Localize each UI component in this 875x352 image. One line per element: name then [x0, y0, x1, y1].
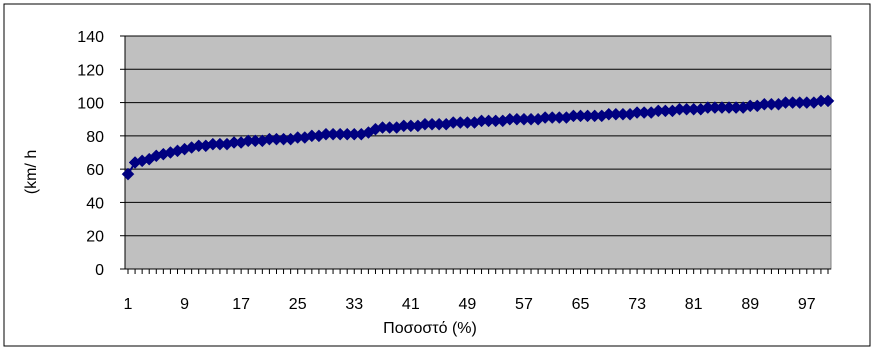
y-tick-labels: 0 20 40 60 80 100 120 140 — [77, 29, 104, 279]
x-tick-labels: 1 9 17 25 33 41 49 57 65 73 81 89 97 — [124, 296, 816, 313]
y-axis-title: (km/ h — [23, 150, 40, 194]
axes — [120, 35, 831, 274]
y-tick-label: 100 — [77, 96, 104, 113]
y-tick-label: 40 — [86, 195, 104, 212]
x-axis-title: Ποσοστό (%) — [383, 320, 477, 337]
x-tick-label: 97 — [798, 296, 816, 313]
x-tick-label: 65 — [572, 296, 590, 313]
x-tick-label: 57 — [515, 296, 533, 313]
x-tick-label: 33 — [345, 296, 363, 313]
y-tick-label: 80 — [86, 129, 104, 146]
data-series — [121, 94, 835, 181]
y-tick-label: 140 — [77, 29, 104, 46]
data-point — [121, 167, 135, 181]
y-tick-label: 20 — [86, 229, 104, 246]
y-tick-label: 120 — [77, 62, 104, 79]
x-tick-label: 89 — [741, 296, 759, 313]
x-tick-label: 1 — [124, 296, 133, 313]
gridlines — [125, 35, 831, 237]
x-tick-label: 17 — [232, 296, 250, 313]
x-tick-label: 81 — [685, 296, 703, 313]
plot-area — [124, 35, 832, 270]
y-tick-label: 0 — [95, 262, 104, 279]
x-tick-label: 73 — [628, 296, 646, 313]
x-tick-label: 49 — [458, 296, 476, 313]
x-tick-label: 41 — [402, 296, 420, 313]
data-point — [821, 94, 835, 108]
x-tick-label: 9 — [180, 296, 189, 313]
y-tick-label: 60 — [86, 162, 104, 179]
x-tick-label: 25 — [289, 296, 307, 313]
